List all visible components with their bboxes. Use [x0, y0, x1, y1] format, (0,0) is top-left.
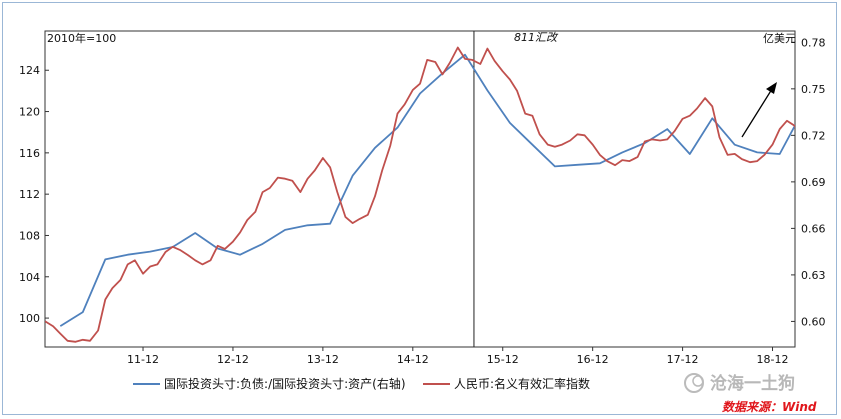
- right-tick-label: 0.72: [801, 129, 826, 142]
- right-axis-ticks: 0.60 0.63 0.66 0.69 0.72 0.75 0.78: [791, 36, 826, 328]
- x-tick-label: 14-12: [397, 353, 429, 366]
- right-tick-label: 0.66: [801, 222, 826, 235]
- event-marker-label: 811汇改: [514, 31, 559, 44]
- right-axis-label: 亿美元: [763, 32, 796, 45]
- left-tick-label: 112: [19, 188, 40, 201]
- left-tick-label: 120: [19, 106, 40, 119]
- legend-label-series-1: 国际投资头寸:负债:/国际投资头寸:资产(右轴): [164, 376, 406, 391]
- right-tick-label: 0.78: [801, 36, 826, 49]
- watermark-logo: [684, 373, 704, 393]
- left-tick-label: 116: [19, 147, 40, 160]
- plot-border: [44, 30, 796, 348]
- left-axis-label: 2010年=100: [47, 31, 116, 45]
- plot-area: [44, 30, 796, 348]
- x-tick-label: 13-12: [307, 353, 339, 366]
- trend-arrow: [741, 82, 777, 138]
- left-tick-label: 108: [19, 229, 40, 242]
- left-tick-label: 124: [19, 64, 40, 77]
- x-tick-label: 15-12: [487, 353, 519, 366]
- legend-label-series-2: 人民币:名义有效汇率指数: [454, 376, 590, 391]
- series-line-2: [45, 46, 795, 343]
- watermark-brand: 沧海一土狗: [710, 373, 795, 394]
- x-tick-label: 18-12: [757, 353, 789, 366]
- right-tick-label: 0.63: [801, 269, 826, 282]
- x-axis-ticks: 11-12 12-12 13-12 14-12 15-12 16-12 17-12 18-12: [127, 347, 789, 366]
- series-lines: [45, 46, 795, 343]
- series-line-1: [59, 53, 795, 327]
- right-tick-label: 0.60: [801, 315, 826, 328]
- chart-frame: [2, 2, 837, 415]
- left-tick-label: 104: [19, 271, 40, 284]
- legend: 国际投资头寸:负债:/国际投资头寸:资产(右轴) 人民币:名义有效汇率指数: [133, 376, 590, 391]
- x-tick-label: 17-12: [667, 353, 699, 366]
- data-source: 数据来源：Wind: [722, 400, 817, 414]
- x-tick-label: 16-12: [577, 353, 609, 366]
- x-tick-label: 12-12: [217, 353, 249, 366]
- x-tick-label: 11-12: [127, 353, 159, 366]
- right-tick-label: 0.69: [801, 176, 826, 189]
- left-tick-label: 100: [19, 312, 40, 325]
- right-tick-label: 0.75: [801, 83, 826, 96]
- left-axis-ticks: 100 104 108 112 116 120 124: [19, 64, 49, 325]
